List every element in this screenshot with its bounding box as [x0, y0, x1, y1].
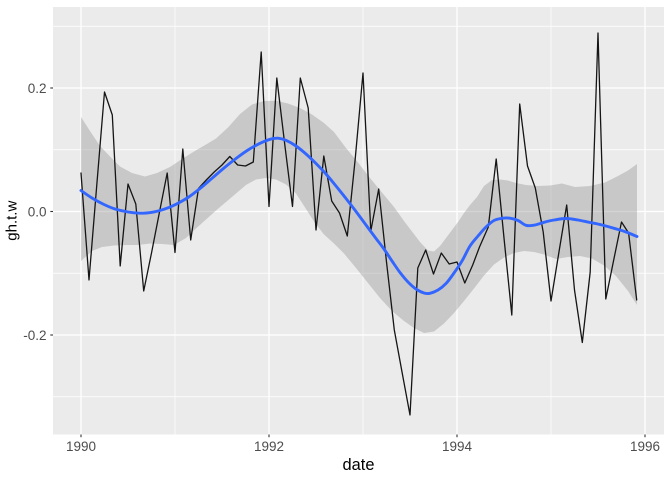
svg-text:gh.t.w: gh.t.w	[4, 201, 21, 241]
svg-text:date: date	[343, 456, 375, 474]
svg-text:1992: 1992	[254, 439, 284, 454]
svg-text:1994: 1994	[442, 439, 473, 454]
svg-text:1996: 1996	[630, 439, 660, 454]
svg-text:0.0: 0.0	[28, 204, 47, 219]
svg-text:1990: 1990	[66, 439, 96, 454]
svg-text:-0.2: -0.2	[23, 328, 46, 343]
svg-text:0.2: 0.2	[28, 81, 47, 96]
